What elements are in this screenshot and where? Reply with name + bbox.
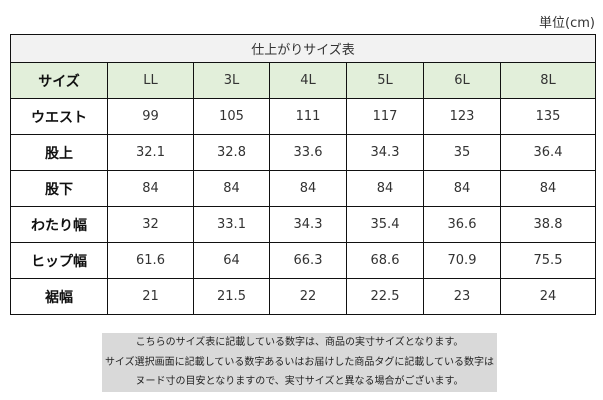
value-cell: 99 <box>107 98 194 135</box>
table-row: ヒップ幅 61.6 64 66.3 68.6 70.9 75.5 <box>10 242 596 279</box>
value-cell: 21.5 <box>193 278 270 315</box>
value-cell: 84 <box>107 170 194 207</box>
row-label: 股上 <box>10 134 108 171</box>
value-cell: 35 <box>423 134 501 171</box>
value-cell: 66.3 <box>269 242 347 279</box>
value-cell: 75.5 <box>500 242 596 279</box>
size-note: こちらのサイズ表に記載している数字は、商品の実寸サイズとなります。 サイズ選択画… <box>102 333 497 392</box>
header-cell: 4L <box>269 62 347 99</box>
row-label: 股下 <box>10 170 108 207</box>
value-cell: 32.8 <box>193 134 270 171</box>
value-cell: 34.3 <box>346 134 424 171</box>
value-cell: 24 <box>500 278 596 315</box>
header-cell: サイズ <box>10 62 108 99</box>
value-cell: 84 <box>500 170 596 207</box>
row-label: わたり幅 <box>10 206 108 243</box>
value-cell: 36.4 <box>500 134 596 171</box>
value-cell: 22.5 <box>346 278 424 315</box>
table-row: ウエスト 99 105 111 117 123 135 <box>10 98 596 135</box>
note-line: サイズ選択画面に記載している数字あるいはお届けした商品タグに記載している数字は <box>104 356 495 368</box>
header-cell: LL <box>107 62 194 99</box>
size-table: 仕上がりサイズ表 サイズ LL 3L 4L 5L 6L 8L ウエスト 99 105… <box>10 34 596 315</box>
header-cell: 5L <box>346 62 424 99</box>
value-cell: 23 <box>423 278 501 315</box>
value-cell: 135 <box>500 98 596 135</box>
header-row: サイズ LL 3L 4L 5L 6L 8L <box>10 62 596 99</box>
header-cell: 6L <box>423 62 501 99</box>
table-row: わたり幅 32 33.1 34.3 35.4 36.6 38.8 <box>10 206 596 243</box>
table-title: 仕上がりサイズ表 <box>10 34 596 63</box>
value-cell: 123 <box>423 98 501 135</box>
value-cell: 33.1 <box>193 206 270 243</box>
value-cell: 21 <box>107 278 194 315</box>
value-cell: 68.6 <box>346 242 424 279</box>
value-cell: 35.4 <box>346 206 424 243</box>
value-cell: 111 <box>269 98 347 135</box>
note-line: ヌード寸の目安となりますので、実寸サイズと異なる場合がございます。 <box>135 376 464 387</box>
table-row: 裾幅 21 21.5 22 22.5 23 24 <box>10 278 596 315</box>
value-cell: 22 <box>269 278 347 315</box>
header-cell: 3L <box>193 62 270 99</box>
value-cell: 61.6 <box>107 242 194 279</box>
value-cell: 38.8 <box>500 206 596 243</box>
value-cell: 117 <box>346 98 424 135</box>
row-label: 裾幅 <box>10 278 108 315</box>
value-cell: 84 <box>423 170 501 207</box>
value-cell: 105 <box>193 98 270 135</box>
value-cell: 64 <box>193 242 270 279</box>
value-cell: 34.3 <box>269 206 347 243</box>
header-cell: 8L <box>500 62 596 99</box>
value-cell: 70.9 <box>423 242 501 279</box>
table-row: 股上 32.1 32.8 33.6 34.3 35 36.4 <box>10 134 596 171</box>
note-line: こちらのサイズ表に記載している数字は、商品の実寸サイズとなります。 <box>135 337 464 348</box>
value-cell: 32.1 <box>107 134 194 171</box>
value-cell: 36.6 <box>423 206 501 243</box>
value-cell: 84 <box>193 170 270 207</box>
table-row: 股下 84 84 84 84 84 84 <box>10 170 596 207</box>
value-cell: 84 <box>269 170 347 207</box>
row-label: ヒップ幅 <box>10 242 108 279</box>
row-label: ウエスト <box>10 98 108 135</box>
value-cell: 33.6 <box>269 134 347 171</box>
unit-label: 単位(cm) <box>539 16 595 31</box>
value-cell: 32 <box>107 206 194 243</box>
value-cell: 84 <box>346 170 424 207</box>
